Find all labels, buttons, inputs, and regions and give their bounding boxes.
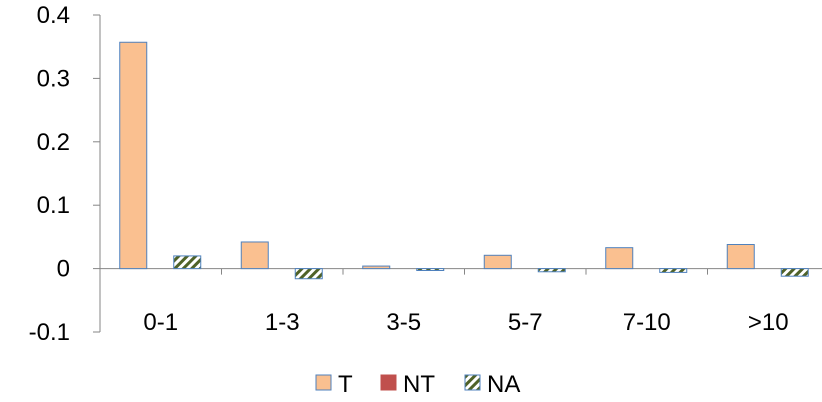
y-tick-label: 0 [57, 256, 70, 283]
legend-swatch-na [464, 374, 481, 391]
x-tick-label: 7-10 [623, 309, 671, 336]
bar-na-0 [173, 255, 202, 270]
bar-t-0 [119, 41, 148, 270]
axes [93, 14, 822, 333]
y-tick-label: 0.4 [37, 2, 70, 29]
legend-swatch-t [315, 374, 332, 391]
bar-na-2 [416, 268, 445, 272]
legend: T NT NA [315, 371, 520, 398]
y-tick-label: 0.2 [37, 129, 70, 156]
labels: -0.1 0 0.1 0.2 0.3 0.4 0-1 1-3 3-5 5-7 7-10 >10 [29, 2, 789, 346]
legend-label-t: T [338, 371, 353, 398]
bar-t-5 [726, 244, 755, 270]
legend-label-nt: NT [403, 371, 435, 398]
bar-t-4 [605, 247, 634, 270]
legend-swatch-nt [380, 374, 397, 391]
bar-t-1 [240, 241, 269, 270]
y-tick-label: 0.1 [37, 192, 70, 219]
x-tick-label: 5-7 [508, 309, 543, 336]
bar-na-5 [780, 268, 809, 277]
x-tick-label: 1-3 [265, 309, 300, 336]
bar-na-3 [537, 268, 566, 273]
x-tick-label: >10 [748, 309, 789, 336]
bar-na-4 [659, 268, 688, 273]
x-tick-label: 3-5 [386, 309, 421, 336]
legend-label-na: NA [487, 371, 520, 398]
bar-t-3 [483, 254, 512, 270]
bars [119, 41, 809, 280]
bar-na-1 [294, 268, 323, 280]
y-tick-label: -0.1 [29, 319, 70, 346]
bar-t-2 [362, 265, 391, 270]
x-tick-label: 0-1 [143, 309, 178, 336]
y-tick-label: 0.3 [37, 65, 70, 92]
